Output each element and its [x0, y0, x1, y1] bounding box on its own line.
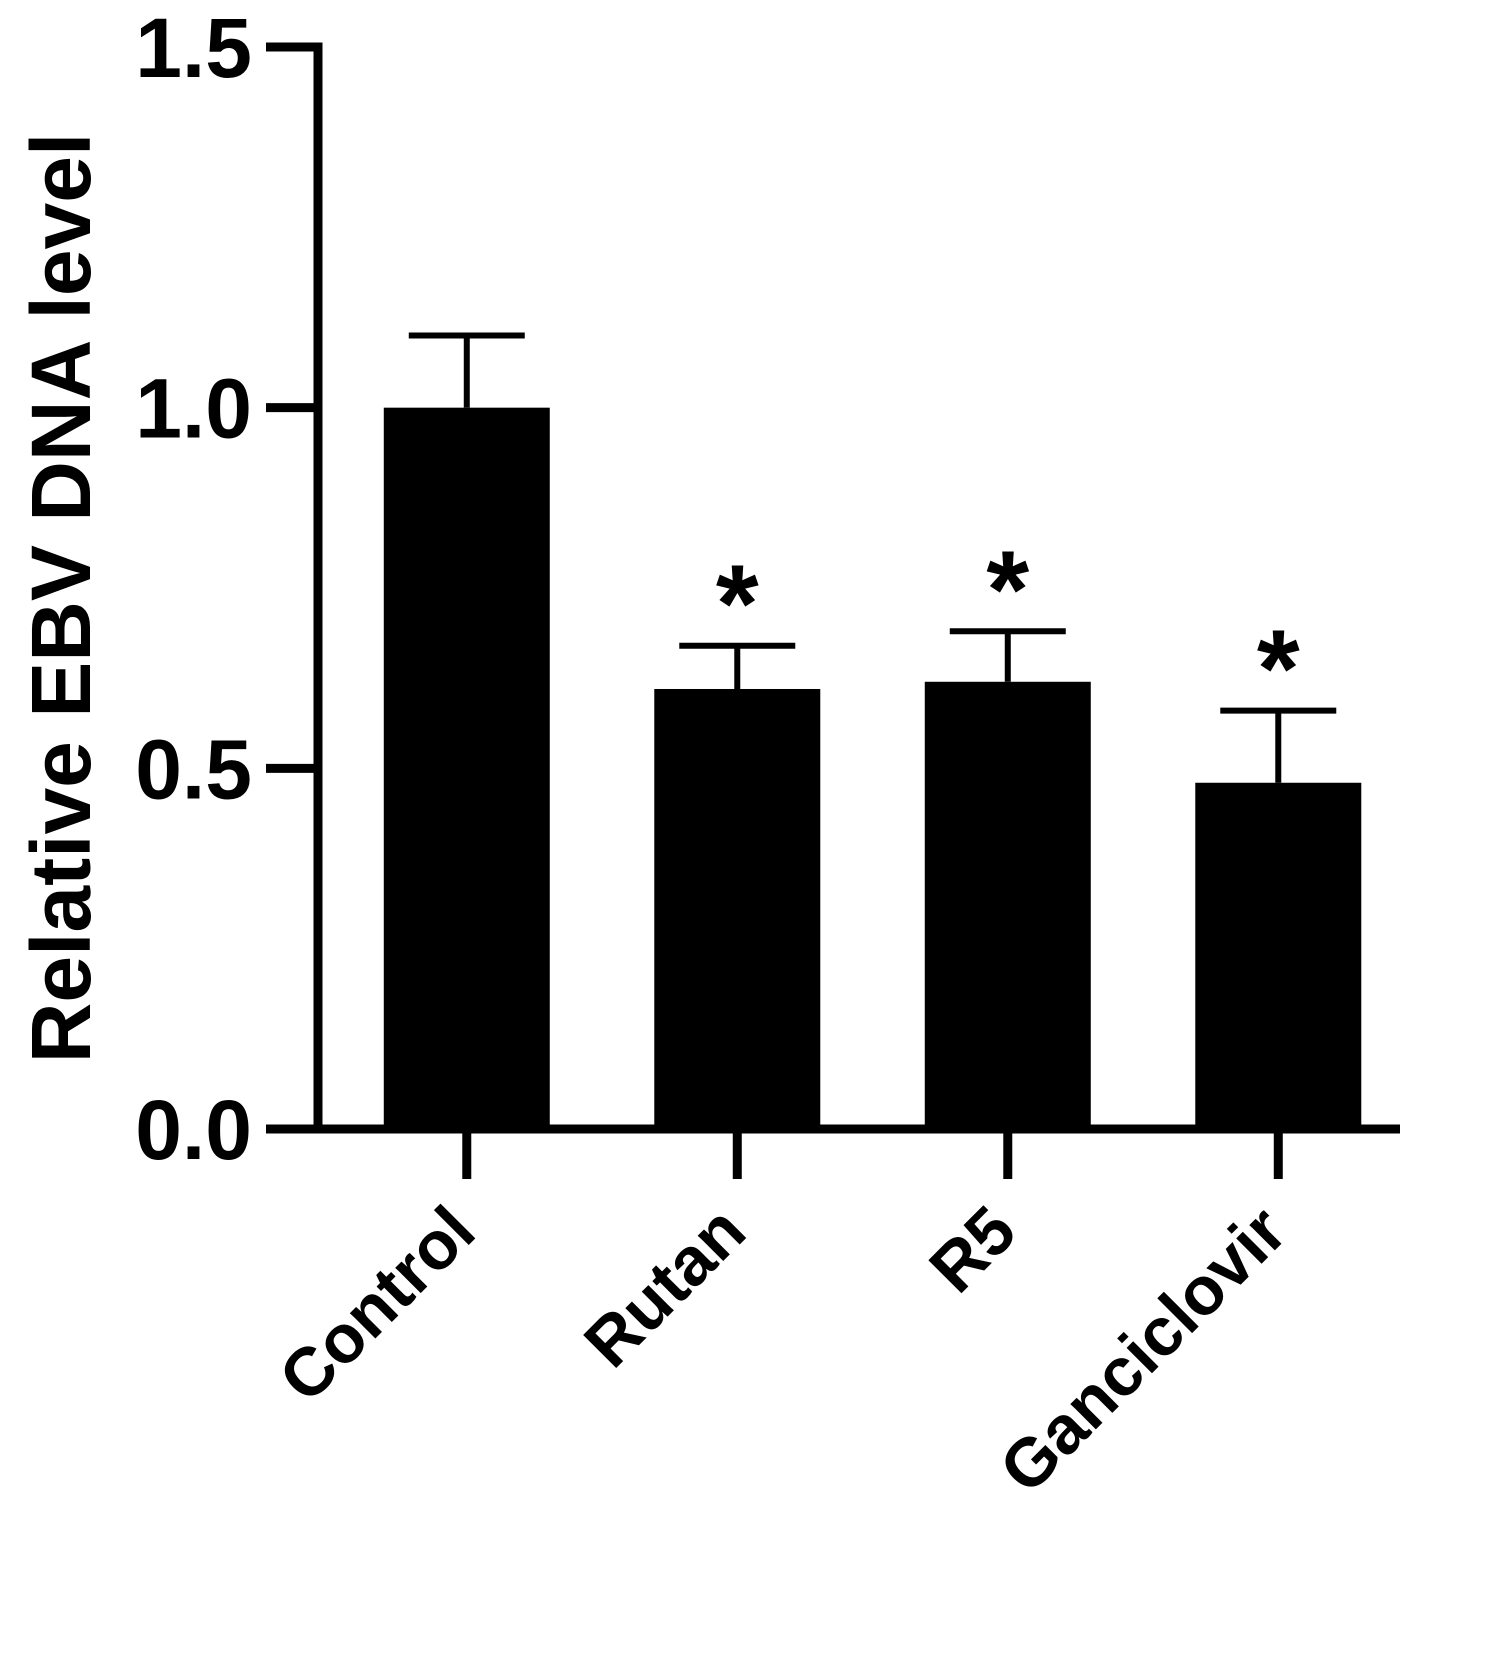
- bar-control: [383, 407, 550, 1130]
- x-tick-label: Ganciclovir: [985, 1192, 1301, 1508]
- significance-star: *: [1257, 608, 1300, 731]
- y-axis-label: Relative EBV DNA level: [14, 133, 108, 1064]
- significance-markers: * * *: [716, 528, 1300, 730]
- error-bars: [408, 332, 1337, 783]
- bar-ganciclovir: [1195, 782, 1362, 1129]
- x-tick-label: Control: [265, 1192, 490, 1417]
- y-axis-label-group: Relative EBV DNA level: [14, 133, 108, 1064]
- significance-star: *: [716, 543, 759, 666]
- y-axis-ticks: 0.0 0.5 1.0 1.5: [135, 1, 318, 1177]
- bars: [383, 407, 1362, 1130]
- bar-r5: [924, 681, 1091, 1129]
- bar-rutan: [654, 688, 821, 1129]
- y-tick-label: 0.5: [135, 722, 252, 816]
- x-tick-label: R5: [915, 1192, 1030, 1307]
- y-tick-label: 1.5: [135, 1, 252, 95]
- y-tick-label: 0.0: [135, 1083, 252, 1177]
- y-tick-label: 1.0: [135, 362, 252, 456]
- x-tick-label: Rutan: [570, 1192, 760, 1382]
- significance-star: *: [986, 528, 1029, 651]
